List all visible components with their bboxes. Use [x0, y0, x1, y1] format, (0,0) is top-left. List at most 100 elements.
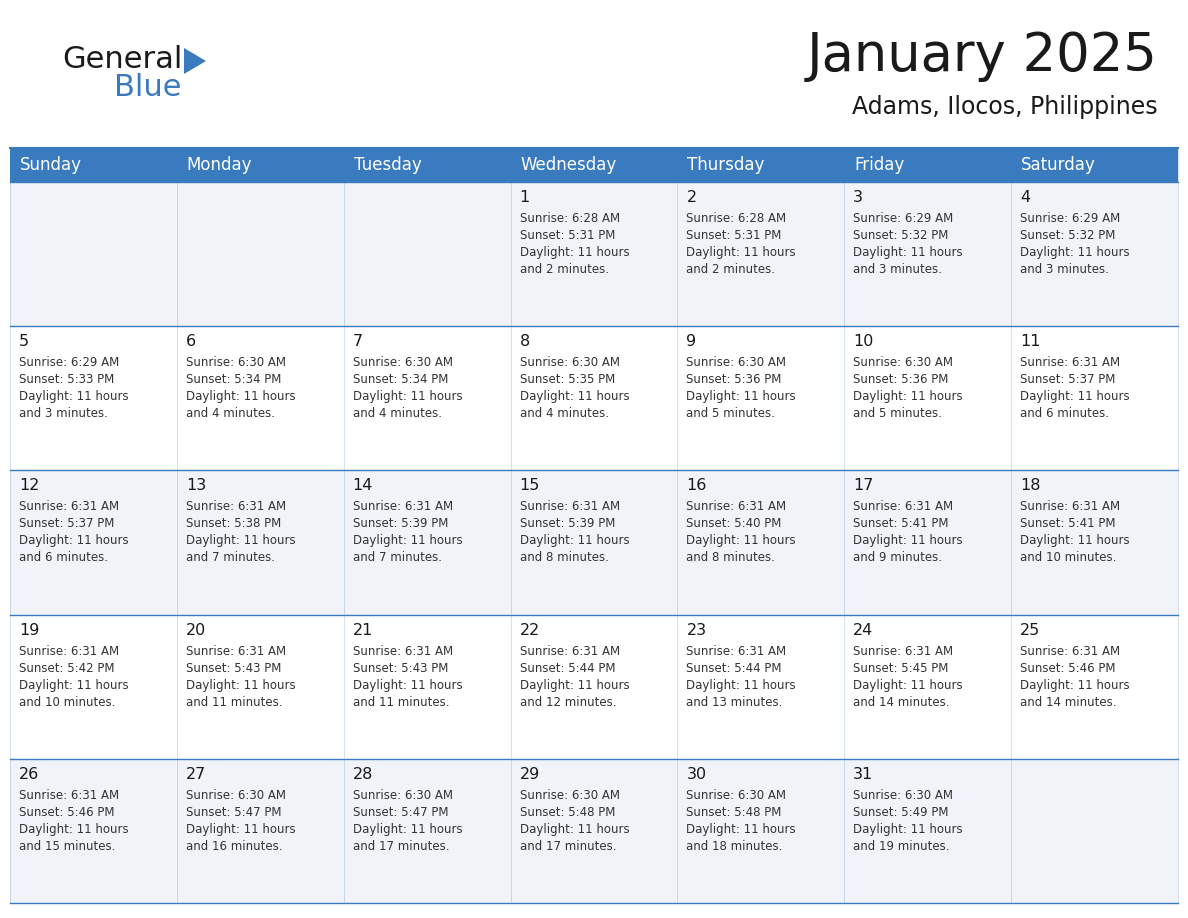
Bar: [10, 759, 177, 903]
Text: 21: 21: [353, 622, 373, 638]
Text: Sunrise: 6:31 AM: Sunrise: 6:31 AM: [353, 500, 453, 513]
Text: Sunset: 5:45 PM: Sunset: 5:45 PM: [853, 662, 949, 675]
Bar: [511, 326, 677, 470]
Text: Daylight: 11 hours: Daylight: 11 hours: [185, 534, 296, 547]
Text: Daylight: 11 hours: Daylight: 11 hours: [853, 390, 963, 403]
Text: Sunrise: 6:30 AM: Sunrise: 6:30 AM: [687, 789, 786, 801]
Text: and 7 minutes.: and 7 minutes.: [185, 552, 274, 565]
Text: Sunrise: 6:31 AM: Sunrise: 6:31 AM: [519, 500, 620, 513]
Text: Sunset: 5:47 PM: Sunset: 5:47 PM: [185, 806, 282, 819]
Bar: [343, 470, 511, 614]
Bar: [10, 182, 177, 326]
Text: January 2025: January 2025: [807, 30, 1158, 82]
Text: 3: 3: [853, 190, 864, 205]
Text: Daylight: 11 hours: Daylight: 11 hours: [687, 534, 796, 547]
Text: and 12 minutes.: and 12 minutes.: [519, 696, 617, 709]
Text: Sunset: 5:47 PM: Sunset: 5:47 PM: [353, 806, 448, 819]
Bar: [177, 470, 343, 614]
Bar: [343, 759, 511, 903]
Text: and 18 minutes.: and 18 minutes.: [687, 840, 783, 853]
Text: Sunset: 5:39 PM: Sunset: 5:39 PM: [353, 518, 448, 531]
Text: 23: 23: [687, 622, 707, 638]
Text: Wednesday: Wednesday: [520, 156, 617, 174]
Text: and 4 minutes.: and 4 minutes.: [185, 408, 274, 420]
Text: Daylight: 11 hours: Daylight: 11 hours: [853, 246, 963, 259]
Text: Daylight: 11 hours: Daylight: 11 hours: [353, 823, 462, 835]
Text: Daylight: 11 hours: Daylight: 11 hours: [519, 678, 630, 691]
Text: Daylight: 11 hours: Daylight: 11 hours: [353, 534, 462, 547]
Text: Sunrise: 6:31 AM: Sunrise: 6:31 AM: [519, 644, 620, 657]
Bar: [677, 182, 845, 326]
Text: Sunset: 5:32 PM: Sunset: 5:32 PM: [1020, 229, 1116, 242]
Text: 19: 19: [19, 622, 39, 638]
Bar: [677, 470, 845, 614]
Text: Daylight: 11 hours: Daylight: 11 hours: [1020, 246, 1130, 259]
Text: Sunrise: 6:30 AM: Sunrise: 6:30 AM: [353, 789, 453, 801]
Text: 22: 22: [519, 622, 539, 638]
Text: Monday: Monday: [187, 156, 252, 174]
Text: Sunrise: 6:30 AM: Sunrise: 6:30 AM: [687, 356, 786, 369]
Text: Sunrise: 6:30 AM: Sunrise: 6:30 AM: [185, 356, 286, 369]
Text: 4: 4: [1020, 190, 1030, 205]
Bar: [677, 614, 845, 759]
Text: Sunrise: 6:31 AM: Sunrise: 6:31 AM: [687, 500, 786, 513]
Text: and 4 minutes.: and 4 minutes.: [353, 408, 442, 420]
Text: Sunrise: 6:31 AM: Sunrise: 6:31 AM: [19, 644, 119, 657]
Text: 18: 18: [1020, 478, 1041, 493]
Text: Daylight: 11 hours: Daylight: 11 hours: [853, 534, 963, 547]
Text: Daylight: 11 hours: Daylight: 11 hours: [1020, 390, 1130, 403]
Text: Sunrise: 6:30 AM: Sunrise: 6:30 AM: [853, 789, 953, 801]
Text: Sunset: 5:39 PM: Sunset: 5:39 PM: [519, 518, 615, 531]
Text: Sunrise: 6:29 AM: Sunrise: 6:29 AM: [19, 356, 119, 369]
Text: Sunrise: 6:30 AM: Sunrise: 6:30 AM: [185, 789, 286, 801]
Text: Daylight: 11 hours: Daylight: 11 hours: [519, 823, 630, 835]
Bar: [343, 326, 511, 470]
Text: 7: 7: [353, 334, 362, 349]
Text: Sunrise: 6:29 AM: Sunrise: 6:29 AM: [1020, 212, 1120, 225]
Bar: [845, 759, 1011, 903]
Text: and 3 minutes.: and 3 minutes.: [19, 408, 108, 420]
Bar: [177, 614, 343, 759]
Text: Sunset: 5:43 PM: Sunset: 5:43 PM: [353, 662, 448, 675]
Text: and 17 minutes.: and 17 minutes.: [519, 840, 617, 853]
Text: 6: 6: [185, 334, 196, 349]
Text: and 16 minutes.: and 16 minutes.: [185, 840, 283, 853]
Text: Sunrise: 6:30 AM: Sunrise: 6:30 AM: [353, 356, 453, 369]
Text: and 2 minutes.: and 2 minutes.: [687, 263, 776, 276]
Text: Daylight: 11 hours: Daylight: 11 hours: [353, 390, 462, 403]
Bar: [845, 182, 1011, 326]
Text: Tuesday: Tuesday: [354, 156, 422, 174]
Text: Sunrise: 6:31 AM: Sunrise: 6:31 AM: [687, 644, 786, 657]
Text: Daylight: 11 hours: Daylight: 11 hours: [687, 823, 796, 835]
Bar: [845, 326, 1011, 470]
Bar: [511, 614, 677, 759]
Text: Daylight: 11 hours: Daylight: 11 hours: [19, 823, 128, 835]
Text: Sunrise: 6:28 AM: Sunrise: 6:28 AM: [687, 212, 786, 225]
Text: and 11 minutes.: and 11 minutes.: [185, 696, 283, 709]
Bar: [10, 148, 1178, 182]
Text: and 8 minutes.: and 8 minutes.: [519, 552, 608, 565]
Text: Sunset: 5:48 PM: Sunset: 5:48 PM: [519, 806, 615, 819]
Text: and 17 minutes.: and 17 minutes.: [353, 840, 449, 853]
Bar: [845, 470, 1011, 614]
Text: Adams, Ilocos, Philippines: Adams, Ilocos, Philippines: [852, 95, 1158, 119]
Text: 15: 15: [519, 478, 541, 493]
Text: 16: 16: [687, 478, 707, 493]
Text: Sunset: 5:35 PM: Sunset: 5:35 PM: [519, 374, 615, 386]
Text: Sunrise: 6:30 AM: Sunrise: 6:30 AM: [519, 789, 620, 801]
Text: Sunrise: 6:31 AM: Sunrise: 6:31 AM: [353, 644, 453, 657]
Text: and 8 minutes.: and 8 minutes.: [687, 552, 776, 565]
Bar: [845, 614, 1011, 759]
Text: 30: 30: [687, 767, 707, 782]
Text: Sunrise: 6:31 AM: Sunrise: 6:31 AM: [1020, 644, 1120, 657]
Text: Daylight: 11 hours: Daylight: 11 hours: [519, 534, 630, 547]
Text: Daylight: 11 hours: Daylight: 11 hours: [687, 246, 796, 259]
Text: and 14 minutes.: and 14 minutes.: [853, 696, 949, 709]
Text: 28: 28: [353, 767, 373, 782]
Text: Sunset: 5:46 PM: Sunset: 5:46 PM: [19, 806, 114, 819]
Bar: [1011, 182, 1178, 326]
Text: Daylight: 11 hours: Daylight: 11 hours: [1020, 678, 1130, 691]
Text: Sunday: Sunday: [20, 156, 82, 174]
Bar: [1011, 470, 1178, 614]
Text: 20: 20: [185, 622, 206, 638]
